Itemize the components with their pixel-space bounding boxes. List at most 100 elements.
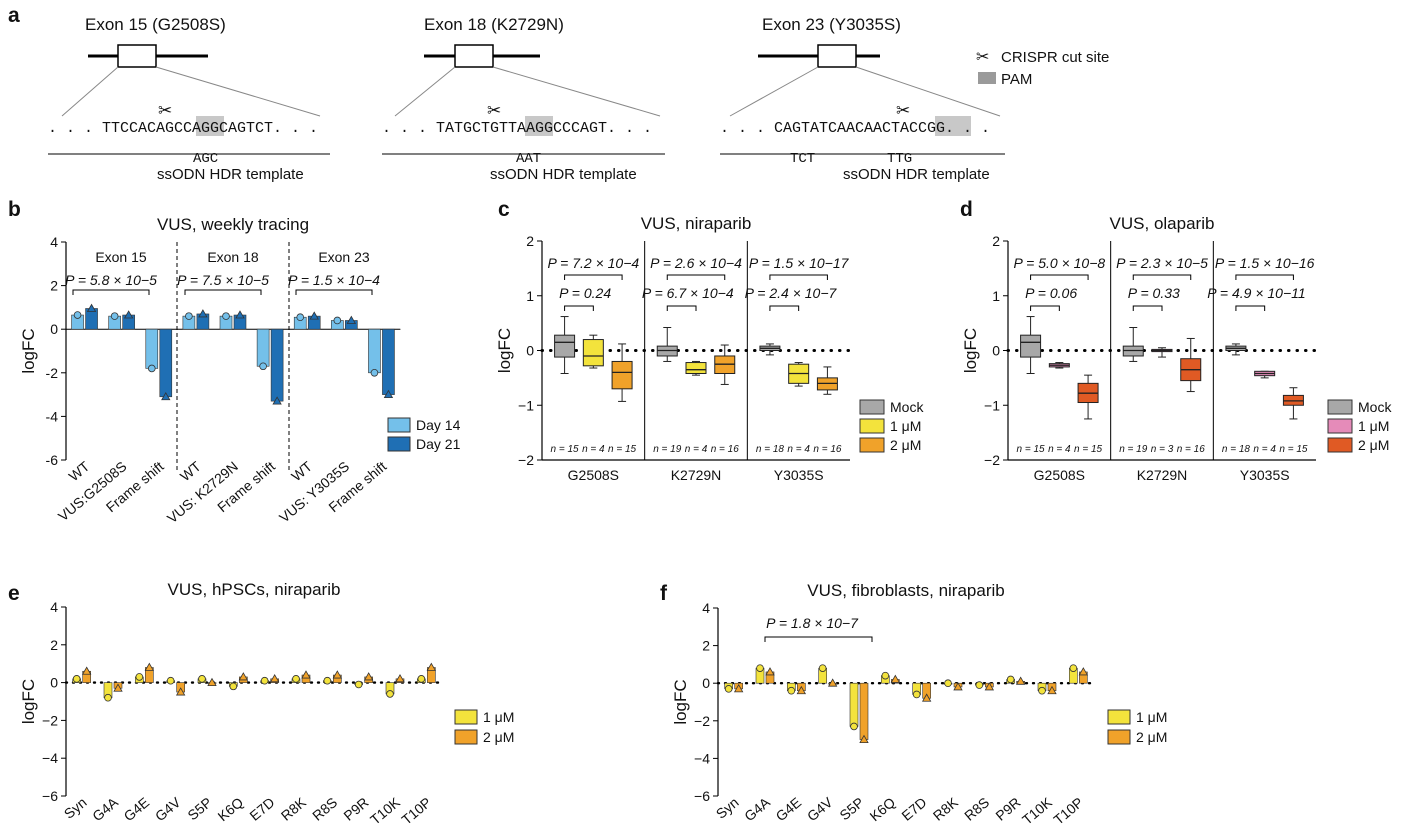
p-value: P = 1.5 × 10−16	[1215, 255, 1315, 271]
data-point	[756, 664, 764, 672]
group-label: Exon 15	[95, 249, 147, 265]
exon-box	[817, 44, 857, 68]
y-tick-label: 0	[50, 675, 58, 691]
bar	[368, 328, 381, 374]
zoom-line-right	[155, 66, 321, 117]
data-point	[921, 693, 932, 702]
box	[582, 339, 604, 367]
x-tick-label: G4A	[741, 794, 773, 825]
data-point	[235, 310, 245, 319]
data-point	[175, 687, 186, 696]
y-tick-label: 4	[50, 234, 58, 250]
legend-label: 1 μM	[483, 709, 514, 725]
significance-bracket	[1030, 274, 1089, 280]
significance-bracket	[184, 289, 262, 295]
significance-bracket	[295, 289, 373, 295]
legend-label: 2 μM	[890, 437, 921, 453]
y-tick-label: 2	[526, 233, 534, 249]
data-point	[354, 680, 363, 689]
n-label: n = 4	[1048, 444, 1071, 455]
y-tick-label: 2	[50, 637, 58, 653]
legend-label: 2 μM	[1136, 729, 1167, 745]
data-point	[301, 670, 311, 679]
y-axis-label: logFC	[19, 328, 38, 373]
x-tick-label: E7D	[246, 794, 277, 824]
y-tick-label: 0	[50, 321, 58, 337]
n-label: n = 15	[551, 444, 580, 455]
template-change: AGC	[193, 151, 218, 167]
box	[554, 334, 576, 358]
data-point	[309, 311, 319, 320]
p-value: P = 7.2 × 10−4	[547, 255, 639, 271]
x-tick-label: T10K	[1019, 794, 1055, 828]
panel-label-c: c	[498, 198, 510, 221]
data-point	[984, 682, 995, 691]
data-point	[953, 682, 963, 691]
x-tick-label: E7D	[898, 794, 929, 824]
template-label: ssODN HDR template	[157, 166, 304, 183]
data-point	[81, 666, 92, 675]
p-value: P = 2.4 × 10−7	[745, 285, 838, 301]
data-point	[383, 389, 394, 398]
data-point	[859, 734, 869, 743]
y-tick-label: 2	[50, 278, 58, 294]
x-tick-label: P9R	[992, 794, 1023, 824]
significance-bracket	[1235, 305, 1266, 311]
y-tick-label: −2	[984, 452, 1000, 468]
group-label: Exon 18	[207, 249, 259, 265]
data-point	[104, 693, 112, 702]
pam-highlight	[196, 116, 224, 136]
significance-bracket	[764, 636, 873, 642]
n-label: n = 16	[813, 444, 842, 455]
scissors-icon: ✂	[976, 49, 989, 66]
significance-bracket	[72, 289, 150, 295]
box	[685, 362, 707, 374]
n-label: n = 4	[787, 444, 810, 455]
legend: Day 14 Day 21	[387, 417, 461, 452]
legend-label: 2 μM	[1358, 437, 1389, 453]
data-point	[1038, 686, 1046, 695]
p-value: P = 0.24	[559, 285, 611, 301]
p-value: P = 2.6 × 10−4	[650, 255, 742, 271]
exon-box	[454, 44, 494, 68]
x-tick-label: G2508S	[568, 467, 619, 483]
y-tick-label: 2	[702, 638, 710, 654]
y-tick-label: −6	[42, 788, 58, 804]
data-point	[386, 690, 394, 698]
exon-title: Exon 18 (K2729N)	[424, 15, 564, 34]
bar	[849, 682, 859, 727]
data-point	[912, 690, 921, 699]
exon-box	[117, 44, 157, 68]
group-label: Exon 23	[318, 249, 370, 265]
scissors-icon: ✂	[896, 101, 910, 120]
y-tick-label: −2	[42, 712, 58, 728]
legend-label: 2 μM	[483, 729, 514, 745]
p-value: P = 1.5 × 10−17	[749, 255, 850, 271]
x-tick-label: G2508S	[1034, 467, 1085, 483]
x-tick-label: Y3035S	[1240, 467, 1290, 483]
x-tick-label: S5P	[836, 794, 867, 823]
significance-bracket	[1132, 274, 1192, 280]
n-label: n = 4	[582, 444, 605, 455]
data-point	[296, 313, 305, 322]
n-label: n = 15	[1279, 444, 1308, 455]
p-value: P = 4.9 × 10−11	[1207, 285, 1305, 301]
significance-bracket	[1030, 305, 1060, 311]
data-point	[796, 685, 807, 695]
data-point	[72, 675, 81, 683]
template-change: AAT	[516, 151, 541, 167]
y-tick-label: −4	[42, 750, 58, 766]
legend-label: 1 μM	[1136, 709, 1167, 725]
scissors-icon: ✂	[487, 101, 501, 120]
panel-label-d: d	[960, 198, 973, 221]
panel-a-crispr-design: Exon 15 (G2508S) ✂ . . . TTCCACAGCCAGGCA…	[48, 15, 1109, 183]
data-point	[238, 672, 249, 681]
significance-bracket	[666, 305, 697, 311]
data-point	[147, 364, 156, 373]
data-point	[222, 312, 230, 320]
data-point	[1015, 676, 1026, 685]
data-point	[765, 667, 775, 676]
p-value: P = 5.8 × 10−5	[65, 272, 157, 288]
